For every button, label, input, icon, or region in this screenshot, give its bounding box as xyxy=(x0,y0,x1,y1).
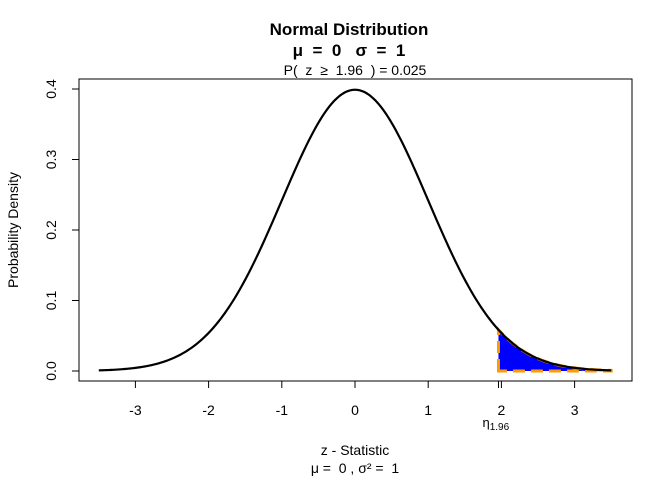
x-tick-label: -3 xyxy=(129,402,142,418)
x-axis-sublabel: μ = 0 , σ² = 1 xyxy=(311,460,400,476)
y-tick-label: 0.1 xyxy=(43,291,59,311)
marker-subscript: 1.96 xyxy=(490,422,510,433)
y-tick-label: 0.3 xyxy=(43,150,59,170)
chart-subtitle: μ = 0 σ = 1 xyxy=(293,41,406,60)
density-curve xyxy=(98,88,612,372)
x-tick-label: 2 xyxy=(498,402,506,418)
y-axis-label: Probability Density xyxy=(5,172,21,288)
plot-box xyxy=(78,78,633,382)
y-tick-label: 0.2 xyxy=(43,220,59,240)
y-tick-label: 0.0 xyxy=(43,361,59,381)
y-axis: 0.0 0.1 0.2 0.3 0.4 xyxy=(43,79,80,381)
x-tick-label: 3 xyxy=(571,402,579,418)
density-line xyxy=(98,88,612,372)
x-tick-label: -2 xyxy=(202,402,215,418)
x-axis: -3 -2 -1 0 1 2 3 η1.96 xyxy=(129,380,579,433)
marker-label: η1.96 xyxy=(482,415,509,433)
x-axis-label: z - Statistic xyxy=(321,442,389,458)
x-tick-label: -1 xyxy=(276,402,289,418)
x-tick-label: 1 xyxy=(424,402,432,418)
y-tick-label: 0.4 xyxy=(43,79,59,99)
x-tick-label: 0 xyxy=(351,402,359,418)
chart-title: Normal Distribution xyxy=(270,20,429,39)
probability-annotation: P( z ≥ 1.96 ) = 0.025 xyxy=(284,62,427,78)
